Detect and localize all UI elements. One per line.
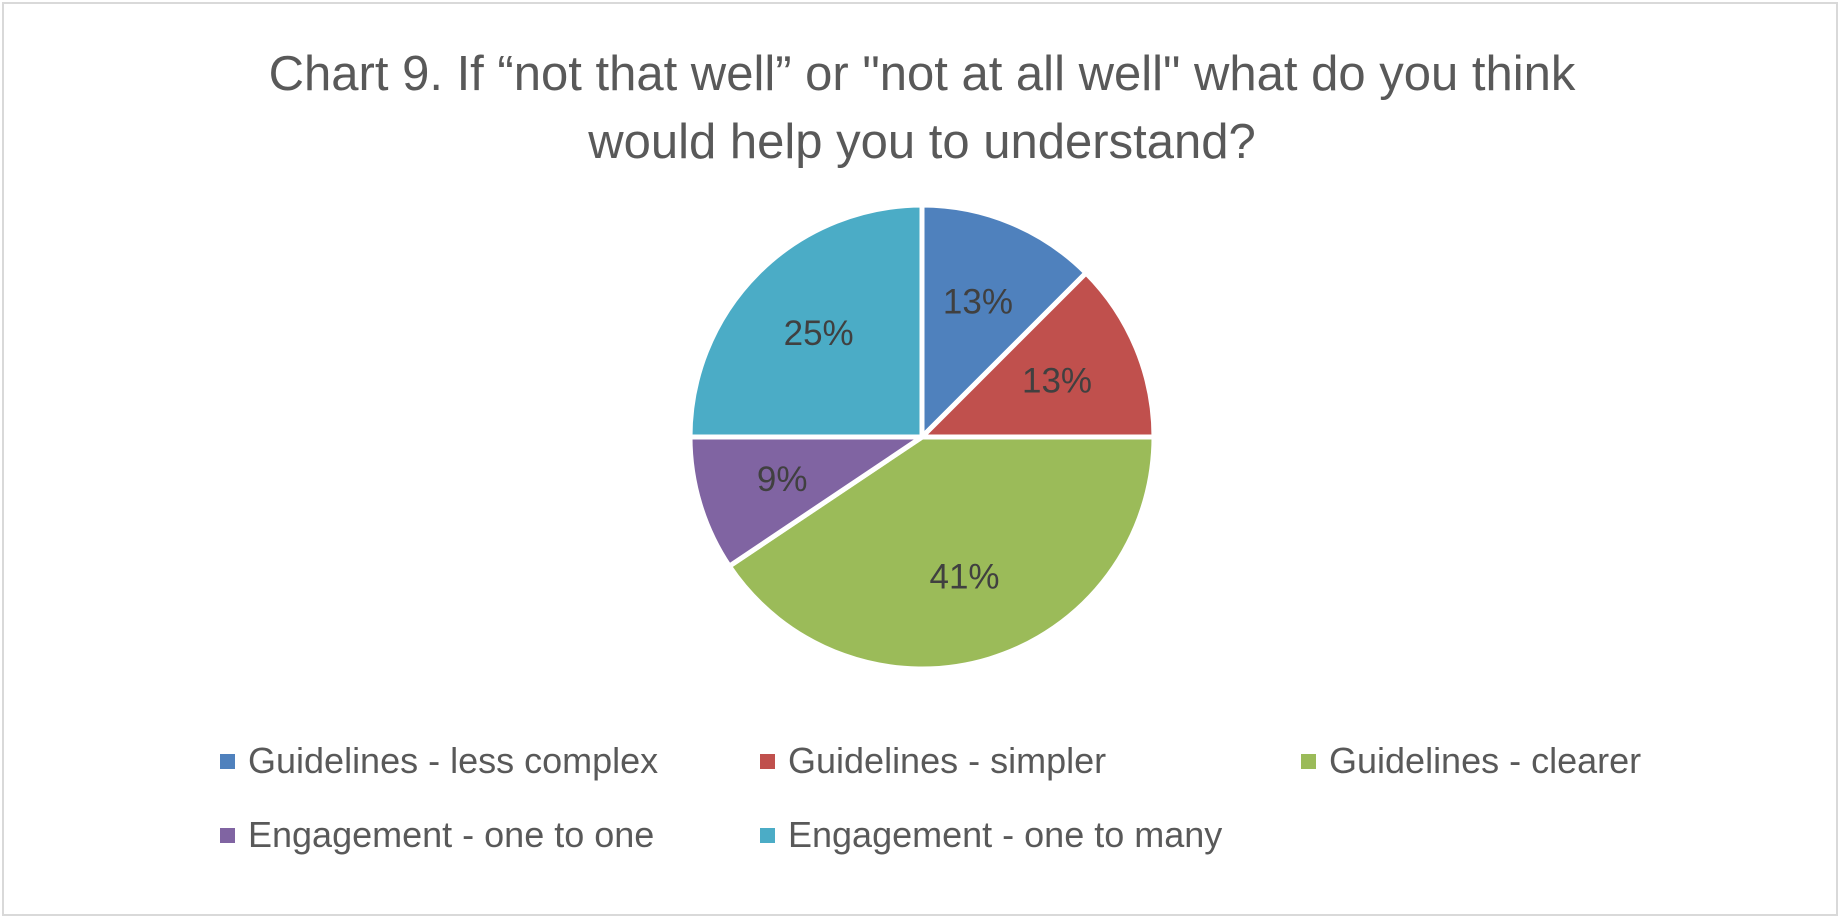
pie-chart: 13% 13% 41% 9% 25% xyxy=(687,202,1157,672)
data-label-3: 9% xyxy=(757,460,808,499)
pie-slice-2[interactable] xyxy=(726,434,1157,672)
pie-slice-4[interactable] xyxy=(687,202,925,440)
pie-slice-3[interactable] xyxy=(687,434,925,569)
chart-title: Chart 9. If “not that well” or "not at a… xyxy=(4,40,1840,176)
pie-slice-0[interactable] xyxy=(919,202,1089,440)
data-label-2: 41% xyxy=(930,557,1000,596)
data-label-4: 25% xyxy=(784,314,854,353)
data-label-1: 13% xyxy=(1022,362,1092,401)
pie-slice-1[interactable] xyxy=(919,270,1157,440)
chart-title-line-1: Chart 9. If “not that well” or "not at a… xyxy=(268,47,1576,101)
data-label-0: 13% xyxy=(943,282,1013,321)
chart-title-line-2: would help you to understand? xyxy=(588,115,1256,169)
